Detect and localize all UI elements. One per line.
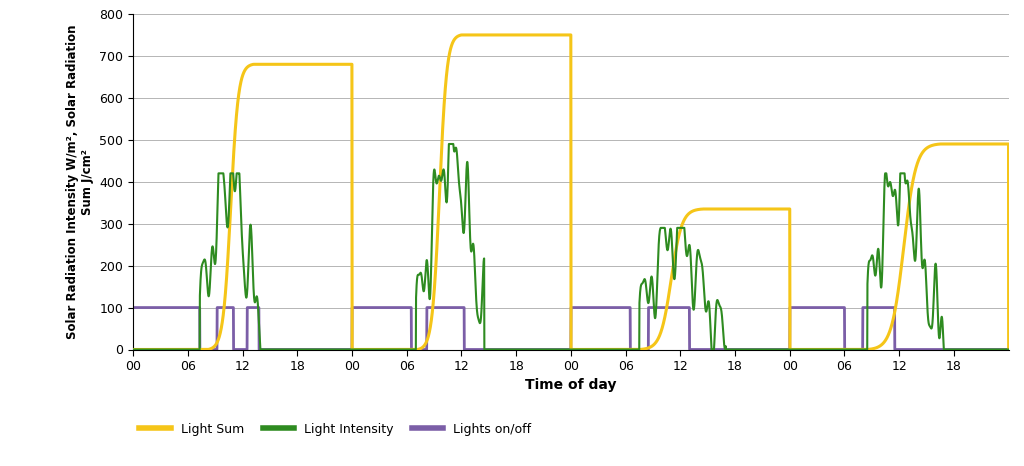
X-axis label: Time of day: Time of day: [525, 378, 616, 392]
Y-axis label: Solar Radiation Intensity W/m², Solar Radiation
Sum J/cm²: Solar Radiation Intensity W/m², Solar Ra…: [66, 25, 94, 339]
Legend: Light Sum, Light Intensity, Lights on/off: Light Sum, Light Intensity, Lights on/of…: [139, 423, 531, 436]
